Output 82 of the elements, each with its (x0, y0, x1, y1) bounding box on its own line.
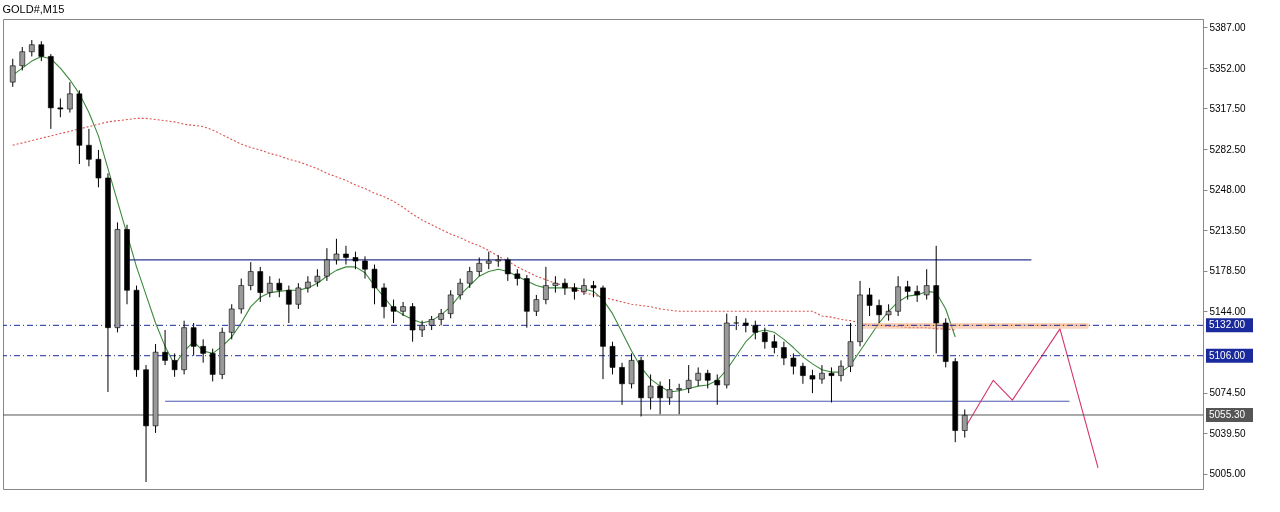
candlestick (209, 348, 216, 382)
y-tick-label: 5005.00 (1209, 468, 1247, 480)
candlestick (628, 352, 635, 389)
candlestick (447, 289, 454, 319)
candlestick (762, 327, 768, 350)
candlestick (276, 278, 283, 298)
candlestick (295, 282, 302, 310)
candlestick (419, 320, 425, 338)
candlestick (809, 369, 816, 394)
candlestick (9, 58, 16, 88)
y-tick-label: 5074.50 (1209, 387, 1247, 399)
y-tick-label: 5352.00 (1209, 62, 1247, 74)
candlestick (257, 266, 264, 303)
y-tick-label: 5039.50 (1209, 427, 1247, 439)
candlestick (581, 278, 587, 296)
candlestick (904, 280, 911, 301)
candlestick (695, 366, 701, 387)
candlestick (286, 285, 292, 324)
y-tick-label: 5282.50 (1209, 143, 1247, 155)
candlestick (466, 266, 473, 289)
candlestick (866, 287, 873, 317)
candlestick (476, 257, 483, 277)
candlestick (543, 266, 549, 305)
candlestick (57, 98, 64, 118)
candlestick (685, 364, 692, 394)
candlestick (400, 301, 406, 317)
candlestick (533, 294, 540, 317)
y-tick-label: 5144.00 (1209, 305, 1247, 317)
candlestick (457, 278, 463, 301)
candlestick (343, 245, 349, 266)
candlestick (19, 46, 26, 71)
candlestick (305, 275, 311, 294)
candlestick (562, 278, 568, 296)
candlestick (238, 278, 245, 315)
candlestick (200, 338, 206, 364)
candlestick (409, 302, 416, 343)
candlestick (333, 238, 340, 266)
candlestick (505, 257, 511, 282)
candlestick (609, 341, 616, 375)
candlestick (828, 366, 835, 403)
candlestick (190, 322, 197, 357)
candlestick (228, 303, 235, 340)
candlestick (666, 378, 673, 406)
candlestick (324, 247, 330, 282)
candlestick (657, 380, 663, 415)
y-tick-label: 5387.00 (1209, 21, 1247, 33)
y-tick-label: 5317.50 (1209, 102, 1247, 114)
candlestick (86, 128, 92, 167)
ref-line-label: 5055.30 (1209, 408, 1246, 420)
candlestick (961, 409, 968, 439)
candlestick (647, 373, 654, 410)
chart-title: GOLD#,M15 (2, 3, 65, 15)
ref-line-label: 5132.00 (1209, 319, 1246, 331)
candlestick (790, 352, 797, 375)
candlestick (771, 334, 778, 354)
candlestick (876, 299, 882, 324)
y-tick-label: 5178.50 (1209, 265, 1247, 277)
candlestick (704, 369, 711, 389)
ref-line-label: 5106.00 (1209, 349, 1246, 361)
candlestick (619, 362, 625, 406)
y-tick-label: 5248.00 (1209, 184, 1247, 196)
candlestick (923, 268, 930, 301)
candlestick (381, 282, 387, 319)
candlestick (714, 373, 721, 406)
candlestick (800, 362, 806, 385)
candlestick (371, 264, 378, 305)
candlestick (162, 329, 168, 366)
candlestick (838, 359, 844, 382)
candlestick (781, 341, 787, 366)
candlestick (38, 40, 45, 62)
candlestick (752, 320, 759, 340)
candlestick (95, 149, 102, 188)
candlestick (362, 255, 368, 280)
y-tick-label: 5213.50 (1209, 224, 1247, 236)
candlestick (267, 275, 273, 298)
line-series (12, 117, 956, 331)
candlestick (247, 261, 254, 291)
candlestick (390, 299, 397, 324)
candlestick (819, 364, 825, 385)
candlestick (67, 81, 73, 114)
candlestick (171, 352, 178, 378)
candlestick (676, 383, 682, 415)
